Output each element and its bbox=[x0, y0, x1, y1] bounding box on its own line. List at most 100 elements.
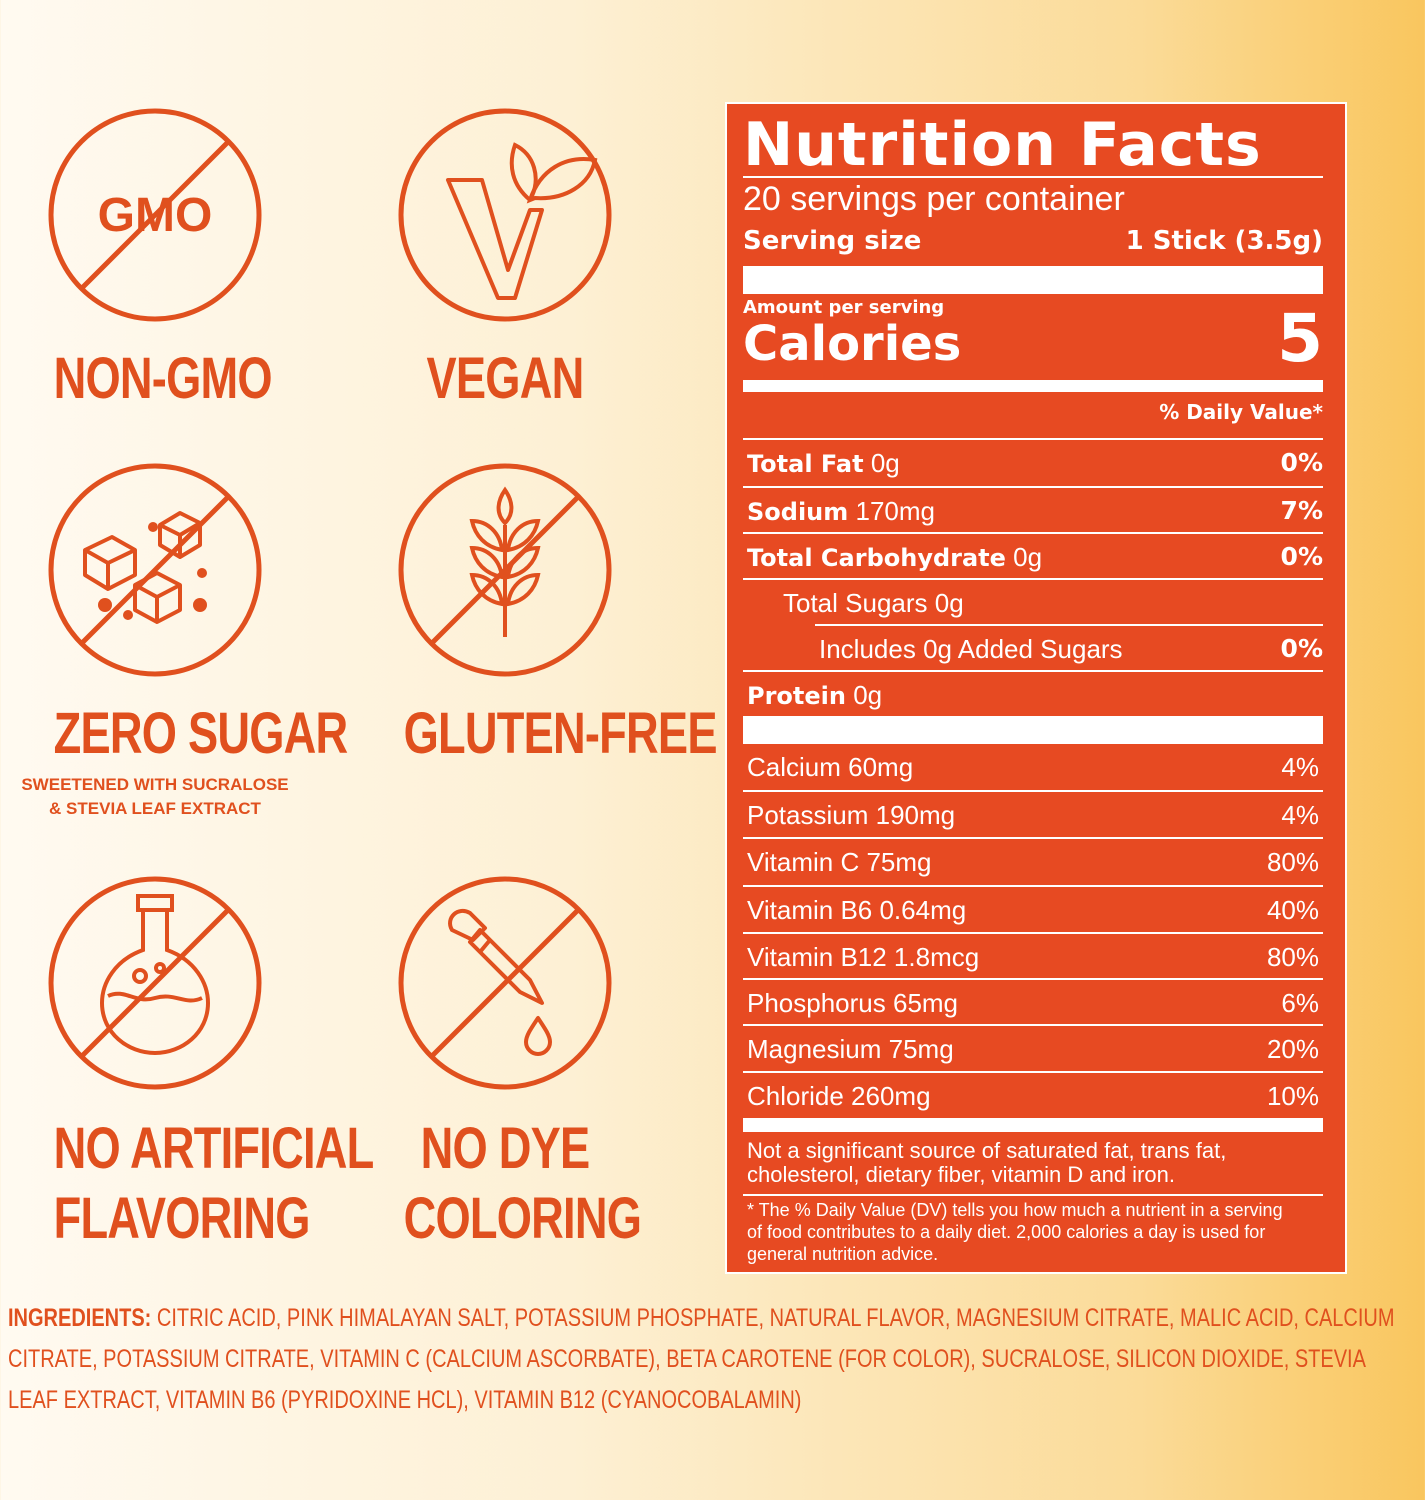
nutrient-row-added-sugars: Includes 0g Added Sugars 0% bbox=[743, 626, 1323, 672]
badge-label-vegan: VEGAN bbox=[426, 346, 585, 411]
serving-size-value: 1 Stick (3.5g) bbox=[1125, 226, 1323, 256]
badge-sub-stevia: & STEVIA LEAF EXTRACT bbox=[49, 799, 261, 818]
vitamin-row-vitamin-b6: Vitamin B6 0.64mg 40% bbox=[743, 887, 1323, 933]
nutrient-amount: 0g bbox=[853, 680, 883, 710]
badge-label-zero-sugar: ZERO SUGAR bbox=[53, 701, 349, 766]
nutrient-row-total-fat: Total Fat 0g 0% bbox=[743, 440, 1323, 486]
vitamin-name: Magnesium 75mg bbox=[747, 1034, 954, 1064]
badge-no-dye: NO DYE COLORING bbox=[375, 868, 642, 1254]
nutrient-dv: 0% bbox=[1280, 448, 1323, 477]
footnote-line-2: of food contributes to a daily diet. 2,0… bbox=[747, 1222, 1266, 1242]
row-divider bbox=[743, 1024, 1323, 1026]
calories-value: 5 bbox=[1277, 300, 1323, 377]
amount-per-serving: Amount per serving bbox=[743, 297, 945, 318]
badge-label-no-artificial: NO ARTIFICIAL bbox=[53, 1116, 375, 1181]
divider bbox=[743, 176, 1323, 178]
nutrition-facts-panel: Nutrition Facts 20 servings per containe… bbox=[725, 102, 1347, 1274]
vitamin-row-vitamin-c: Vitamin C 75mg 80% bbox=[743, 839, 1323, 885]
no-gmo-icon: GMO bbox=[48, 108, 262, 322]
row-divider bbox=[743, 885, 1323, 887]
calories-label: Calories bbox=[743, 316, 962, 372]
servings-per-container: 20 servings per container bbox=[743, 180, 1125, 218]
badge-no-artificial: NO ARTIFICIAL FLAVORING bbox=[25, 868, 375, 1254]
vitamin-dv: 4% bbox=[1281, 752, 1319, 782]
vitamin-name: Phosphorus 65mg bbox=[747, 988, 959, 1018]
vitamin-name: Vitamin B6 0.64mg bbox=[747, 895, 967, 925]
badge-zero-sugar: ZERO SUGAR SWEETENED WITH SUCRALOSE & ST… bbox=[21, 455, 349, 821]
nutrient-dv: 0% bbox=[1280, 634, 1323, 663]
row-divider bbox=[743, 1071, 1323, 1073]
vitamin-name: Vitamin C 75mg bbox=[747, 847, 932, 877]
wheat-crossed-icon bbox=[398, 463, 612, 677]
nutrient-row-protein: Protein 0g bbox=[743, 672, 1323, 718]
row-divider bbox=[743, 486, 1323, 488]
nutrient-name: Sodium bbox=[747, 498, 849, 526]
nutrient-dv: 7% bbox=[1280, 496, 1323, 525]
vitamin-row-potassium: Potassium 190mg 4% bbox=[743, 792, 1323, 838]
vitamin-row-chloride: Chloride 260mg 10% bbox=[743, 1073, 1323, 1119]
nutrition-title: Nutrition Facts bbox=[743, 110, 1262, 180]
nutrient-row-total-carbohydrate: Total Carbohydrate 0g 0% bbox=[743, 534, 1323, 580]
nutrient-dv: 0% bbox=[1280, 542, 1323, 571]
badge-sub-sweetened: SWEETENED WITH SUCRALOSE bbox=[21, 775, 289, 794]
badge-label-non-gmo: NON-GMO bbox=[53, 346, 273, 411]
nutrient-amount: Includes 0g Added Sugars bbox=[819, 634, 1123, 664]
row-divider bbox=[743, 978, 1323, 980]
row-divider bbox=[743, 790, 1323, 792]
vitamin-dv: 4% bbox=[1281, 800, 1319, 830]
daily-value-header: % Daily Value* bbox=[1159, 400, 1323, 424]
vitamin-dv: 80% bbox=[1266, 847, 1319, 877]
divider bbox=[743, 438, 1323, 440]
ingredients-text: CITRIC ACID, PINK HIMALAYAN SALT, POTASS… bbox=[8, 1304, 1395, 1414]
not-significant-note-line-1: Not a significant source of saturated fa… bbox=[747, 1138, 1227, 1163]
nutrient-name: Total Fat bbox=[747, 450, 864, 478]
vitamin-name: Potassium 190mg bbox=[747, 800, 956, 830]
thick-divider bbox=[743, 716, 1323, 744]
divider bbox=[743, 1194, 1323, 1196]
row-divider bbox=[743, 932, 1323, 934]
vitamin-dv: 40% bbox=[1266, 895, 1319, 925]
nutrient-amount: 170mg bbox=[855, 496, 936, 526]
medium-divider bbox=[743, 1118, 1323, 1132]
not-significant-note-line-2: cholesterol, dietary fiber, vitamin D an… bbox=[747, 1162, 1175, 1187]
footnote-line-1: * The % Daily Value (DV) tells you how m… bbox=[747, 1200, 1283, 1220]
badge-vegan: VEGAN bbox=[375, 100, 635, 414]
vitamin-dv: 10% bbox=[1266, 1081, 1319, 1111]
dropper-crossed-icon bbox=[398, 876, 612, 1090]
footnote-line-3: general nutrition advice. bbox=[747, 1244, 939, 1264]
badge-label-flavoring: FLAVORING bbox=[53, 1186, 311, 1251]
vegan-leaf-icon bbox=[398, 108, 612, 322]
badge-label-gluten-free: GLUTEN-FREE bbox=[403, 701, 718, 766]
row-divider bbox=[815, 624, 1323, 626]
vitamin-dv: 80% bbox=[1266, 942, 1319, 972]
badge-label-coloring: COLORING bbox=[403, 1186, 642, 1251]
row-divider bbox=[743, 837, 1323, 839]
badge-gluten-free: GLUTEN-FREE bbox=[375, 455, 718, 769]
nutrient-amount: Total Sugars 0g bbox=[783, 588, 964, 618]
medium-divider bbox=[743, 380, 1323, 392]
vitamin-row-calcium: Calcium 60mg 4% bbox=[743, 744, 1323, 790]
nutrient-amount: 0g bbox=[870, 448, 900, 478]
vitamin-row-vitamin-b12: Vitamin B12 1.8mcg 80% bbox=[743, 934, 1323, 980]
vitamin-dv: 20% bbox=[1266, 1034, 1319, 1064]
vitamin-row-magnesium: Magnesium 75mg 20% bbox=[743, 1026, 1323, 1072]
ingredients-heading: INGREDIENTS: bbox=[8, 1304, 152, 1332]
nutrient-row-total-sugars: Total Sugars 0g bbox=[743, 580, 1323, 626]
vitamin-name: Chloride 260mg bbox=[747, 1081, 931, 1111]
vitamin-name: Vitamin B12 1.8mcg bbox=[747, 942, 980, 972]
nutrient-row-sodium: Sodium 170mg 7% bbox=[743, 488, 1323, 534]
row-divider bbox=[743, 578, 1323, 580]
badge-label-no-dye: NO DYE bbox=[420, 1116, 591, 1181]
nutrient-name: Total Carbohydrate bbox=[747, 544, 1006, 572]
badge-non-gmo: GMO NON-GMO bbox=[25, 100, 285, 414]
serving-size-label: Serving size bbox=[743, 226, 922, 256]
nutrient-name: Protein bbox=[747, 682, 846, 710]
gmo-icon-text: GMO bbox=[98, 189, 213, 242]
ingredients-block: INGREDIENTS: CITRIC ACID, PINK HIMALAYAN… bbox=[8, 1298, 1408, 1421]
sugar-cubes-crossed-icon bbox=[48, 463, 262, 677]
flask-crossed-icon bbox=[48, 876, 262, 1090]
vitamin-name: Calcium 60mg bbox=[747, 752, 914, 782]
vitamin-row-phosphorus: Phosphorus 65mg 6% bbox=[743, 980, 1323, 1026]
nutrient-amount: 0g bbox=[1013, 542, 1043, 572]
thick-divider bbox=[743, 266, 1323, 294]
